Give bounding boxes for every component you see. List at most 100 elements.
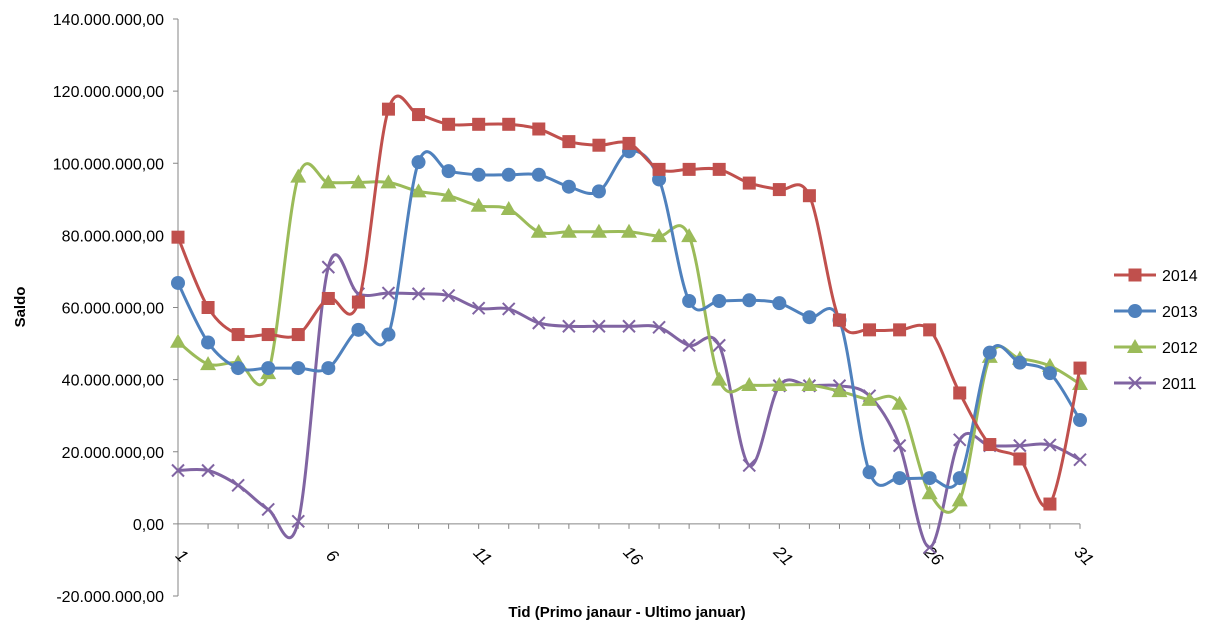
data-point-2012 [801, 377, 818, 392]
data-point-2014 [321, 291, 335, 305]
series-2014 [171, 94, 1087, 511]
data-point-2014 [893, 323, 907, 337]
data-point-2013 [742, 293, 757, 308]
data-point-2014 [682, 162, 696, 176]
data-point-2011 [532, 316, 546, 330]
legend-item-2011: 2011 [1114, 376, 1197, 393]
data-point-2011 [953, 433, 967, 447]
data-point-2011 [712, 338, 726, 353]
y-tick-label: -20.000.000,00 [56, 589, 164, 606]
data-point-2014 [532, 122, 546, 136]
legend-label: 2013 [1162, 304, 1198, 321]
data-point-2012 [290, 168, 307, 183]
data-point-2014 [201, 301, 215, 314]
y-axis: -20.000.000,00 0,00 20.000.000,00 40.000.00… [53, 12, 179, 606]
data-point-2013 [862, 465, 877, 480]
series-line-2013 [176, 149, 1082, 489]
data-point-2011 [381, 286, 396, 300]
data-point-2011 [471, 301, 486, 315]
data-point-2014 [502, 117, 516, 131]
data-point-2013 [682, 294, 697, 309]
data-point-2013 [712, 294, 727, 309]
series-line-2011 [176, 253, 1082, 549]
data-point-2012 [921, 485, 938, 500]
data-point-2014 [1013, 452, 1027, 466]
data-point-2011 [892, 438, 907, 453]
y-tick-label: 80.000.000,00 [62, 228, 164, 245]
series-2011 [171, 253, 1087, 555]
data-point-2013 [772, 296, 787, 311]
data-point-2013 [952, 471, 967, 486]
data-point-2011 [592, 319, 606, 333]
data-point-2012 [380, 174, 397, 189]
data-point-2011 [261, 502, 275, 517]
legend: 2014 2013 2012 2011 [1114, 268, 1198, 393]
legend-item-2012: 2012 [1114, 339, 1198, 357]
data-point-2014 [832, 313, 846, 327]
data-point-2014 [381, 102, 395, 116]
data-point-2012 [951, 492, 968, 507]
data-point-2012 [170, 333, 186, 348]
data-point-2012 [500, 201, 517, 216]
legend-label: 2011 [1162, 376, 1197, 393]
data-point-2014 [412, 108, 426, 122]
data-point-2013 [501, 167, 516, 182]
y-tick-label: 140.000.000,00 [53, 12, 164, 29]
data-point-2012 [590, 223, 607, 238]
data-point-2014 [442, 117, 456, 131]
data-point-2011 [1073, 452, 1087, 467]
data-point-2013 [1012, 355, 1027, 370]
data-point-2012 [891, 395, 908, 410]
x-tick-label: 11 [470, 543, 496, 569]
data-point-2012 [831, 383, 848, 398]
data-point-2014 [472, 117, 486, 131]
data-point-2011 [682, 338, 696, 353]
data-point-2012 [681, 228, 698, 243]
data-point-2014 [231, 328, 245, 342]
data-point-2012 [861, 391, 878, 406]
data-point-2014 [291, 328, 305, 342]
data-point-2014 [652, 162, 666, 176]
data-point-2011 [1043, 438, 1057, 452]
data-point-2013 [652, 172, 667, 187]
plot-area [170, 94, 1088, 555]
data-point-2014 [622, 136, 636, 150]
series-2013 [171, 144, 1087, 489]
data-point-2013 [982, 345, 997, 360]
data-point-2012 [651, 228, 668, 243]
data-point-2014 [351, 295, 365, 309]
data-point-2012 [621, 223, 637, 238]
data-point-2013 [381, 327, 396, 342]
data-point-2013 [561, 179, 576, 194]
legend-item-2014: 2014 [1114, 268, 1198, 285]
data-point-2011 [441, 288, 456, 303]
data-point-2011 [291, 514, 305, 529]
data-point-2012 [410, 183, 427, 198]
legend-marker [1127, 339, 1143, 353]
data-point-2012 [771, 377, 788, 392]
y-tick-label: 40.000.000,00 [62, 373, 164, 390]
data-point-2013 [892, 471, 907, 486]
data-point-2012 [711, 371, 728, 386]
data-point-2013 [441, 164, 456, 179]
x-tick-label: 6 [322, 546, 343, 567]
data-point-2011 [502, 302, 516, 316]
data-point-2014 [953, 386, 967, 400]
y-axis-title: Saldo [12, 287, 29, 328]
data-point-2014 [171, 230, 185, 244]
data-point-2012 [350, 174, 367, 189]
data-point-2013 [261, 361, 276, 376]
data-point-2011 [411, 287, 426, 301]
data-point-2014 [983, 438, 997, 452]
data-point-2011 [742, 458, 756, 473]
data-point-2013 [321, 361, 336, 376]
data-point-2011 [652, 320, 666, 335]
data-point-2014 [261, 328, 275, 342]
data-point-2012 [741, 377, 758, 392]
data-point-2013 [231, 361, 246, 376]
x-tick-label: 31 [1070, 543, 1097, 570]
y-tick-label: 0,00 [133, 517, 164, 534]
legend-item-2013: 2013 [1114, 304, 1198, 321]
data-point-2014 [923, 323, 937, 337]
data-point-2012 [530, 223, 547, 238]
